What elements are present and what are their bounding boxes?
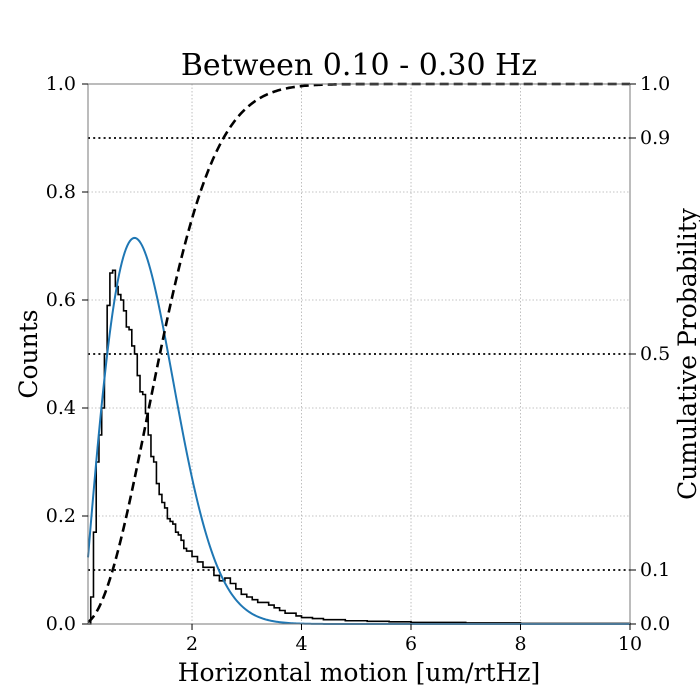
x-tick-label: 10 <box>618 633 642 655</box>
y2-tick-label: 1.0 <box>640 73 670 95</box>
reference-lines <box>88 137 630 571</box>
ticks: 2 4 6 8 100.00.20.40.60.81.00.00.10.50.91.0 <box>46 73 670 655</box>
x-tick-label: 8 <box>514 633 526 655</box>
y-tick-label: 1.0 <box>46 73 76 95</box>
cumulative-probability-curve <box>87 82 630 624</box>
y2-tick-label: 0.0 <box>640 613 670 635</box>
y2-tick-label: 0.5 <box>640 343 670 365</box>
x-tick-label: 4 <box>295 633 307 655</box>
y-tick-label: 0.6 <box>46 289 76 311</box>
y-tick-label: 0.4 <box>46 397 76 419</box>
y2-tick-label: 0.1 <box>640 559 670 581</box>
fit-curve <box>87 236 630 625</box>
y2-tick-label: 0.9 <box>640 127 670 149</box>
y-tick-label: 0.8 <box>46 181 76 203</box>
histogram-series <box>88 269 631 625</box>
x-tick-label: 2 <box>186 633 198 655</box>
y-tick-label: 0.0 <box>46 613 76 635</box>
y-tick-label: 0.2 <box>46 505 76 527</box>
x-tick-label: 6 <box>405 633 417 655</box>
y2-axis-label: Cumulative Probability <box>673 207 700 500</box>
x-axis-label: Horizontal motion [um/rtHz] <box>178 658 541 687</box>
chart-title: Between 0.10 - 0.30 Hz <box>181 48 537 83</box>
y-axis-label: Counts <box>14 309 43 398</box>
